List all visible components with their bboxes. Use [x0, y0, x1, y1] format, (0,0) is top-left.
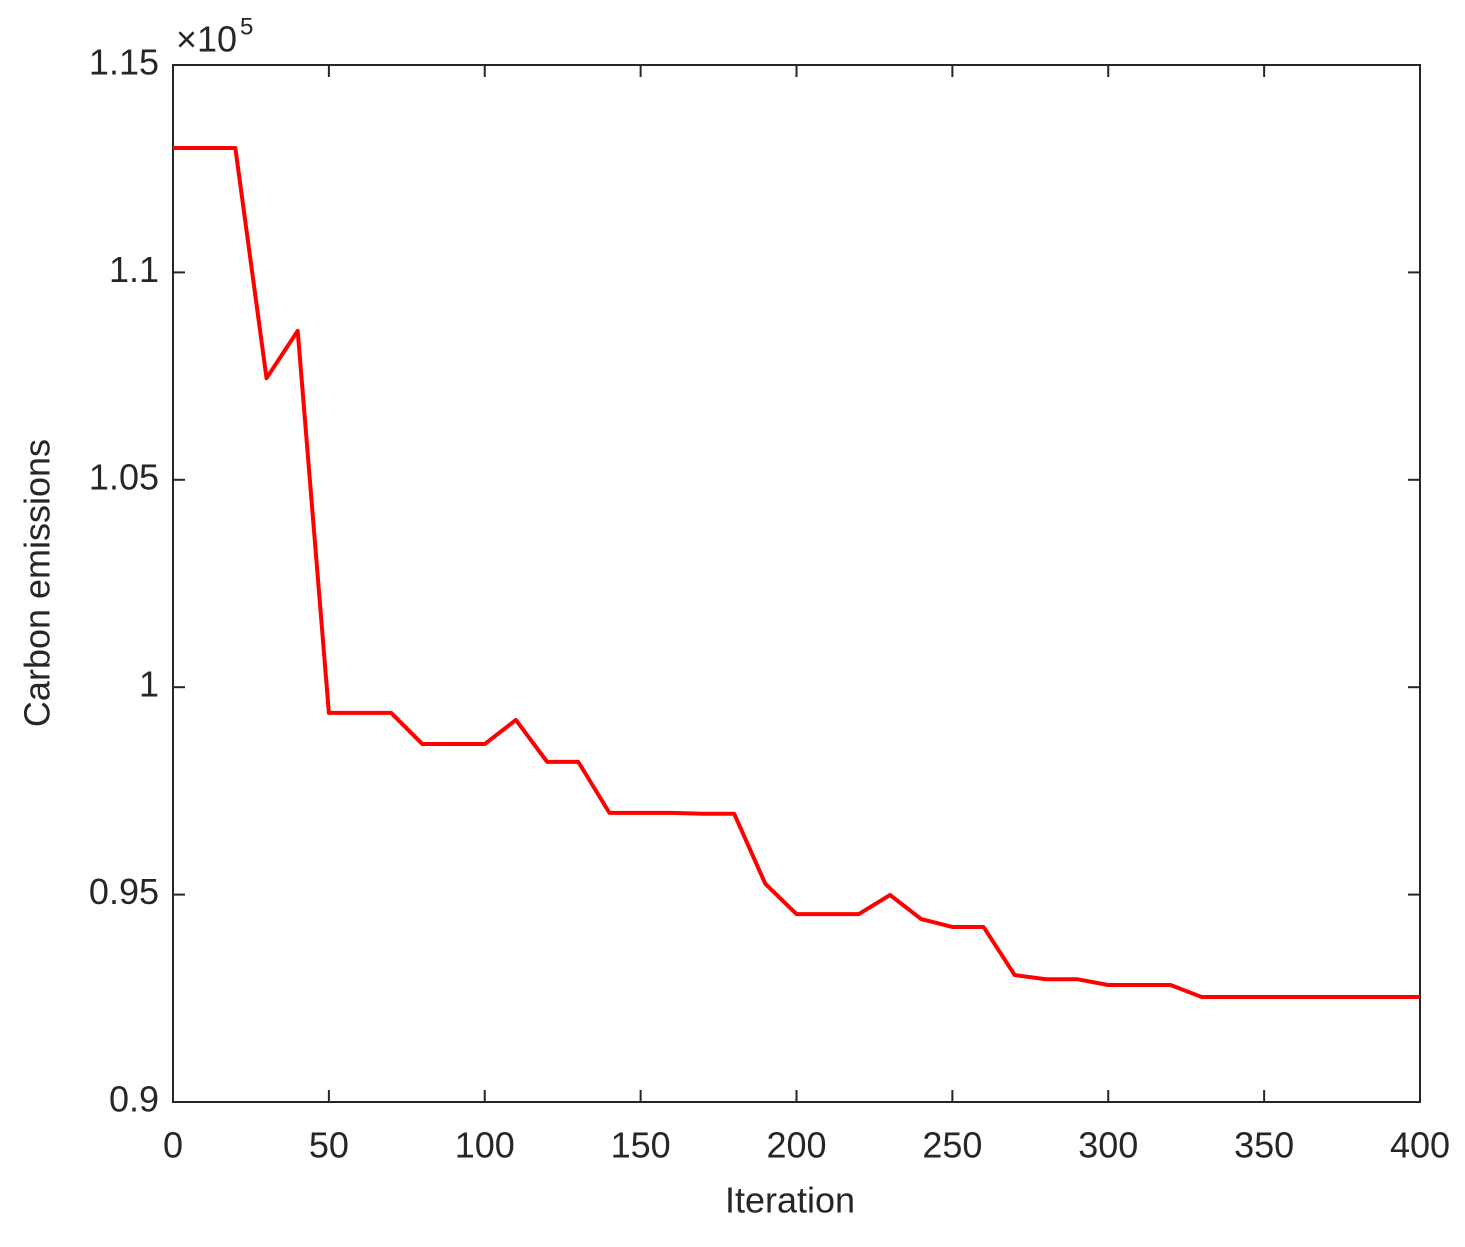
x-tick-label: 50: [309, 1125, 349, 1166]
y-exponent-power: 5: [240, 13, 253, 40]
y-tick-label: 1: [139, 664, 159, 705]
y-tick-label: 0.9: [109, 1079, 159, 1120]
y-tick-label: 1.05: [89, 456, 159, 497]
y-axis-label: Carbon emissions: [17, 439, 58, 727]
x-tick-label: 200: [766, 1125, 826, 1166]
x-tick-label: 350: [1234, 1125, 1294, 1166]
x-tick-label: 0: [163, 1125, 183, 1166]
x-tick-label: 150: [611, 1125, 671, 1166]
x-tick-label: 250: [922, 1125, 982, 1166]
x-axis-label: Iteration: [725, 1180, 855, 1221]
x-tick-label: 300: [1078, 1125, 1138, 1166]
data-line: [173, 145, 1420, 1000]
y-tick-label: 1.1: [109, 249, 159, 290]
x-tick-label: 100: [455, 1125, 515, 1166]
y-tick-label: 0.95: [89, 871, 159, 912]
y-tick-label: 1.15: [89, 42, 159, 83]
y-exponent-base: ×10: [176, 19, 237, 60]
x-tick-label: 400: [1390, 1125, 1450, 1166]
plot-box: [172, 64, 1421, 1103]
